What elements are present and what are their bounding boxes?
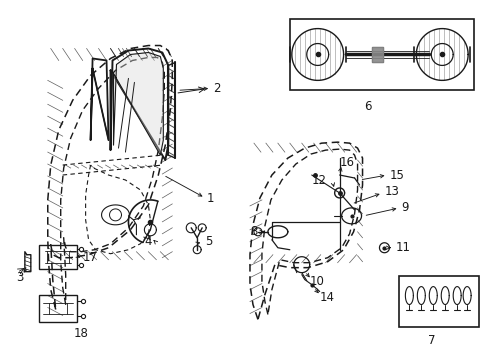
Text: 18: 18 xyxy=(73,328,88,341)
Polygon shape xyxy=(113,53,163,155)
Text: 8: 8 xyxy=(250,225,258,238)
Text: 2: 2 xyxy=(213,82,220,95)
Text: 7: 7 xyxy=(427,334,434,347)
Text: 3: 3 xyxy=(16,271,23,284)
Text: 14: 14 xyxy=(319,291,334,304)
Text: 6: 6 xyxy=(363,100,370,113)
Polygon shape xyxy=(371,46,383,62)
Bar xyxy=(399,276,478,328)
Bar xyxy=(39,245,77,269)
Text: 16: 16 xyxy=(339,156,354,168)
Text: 1: 1 xyxy=(207,193,214,206)
Text: 10: 10 xyxy=(309,275,324,288)
Text: 5: 5 xyxy=(205,235,212,248)
Bar xyxy=(39,294,77,323)
Text: 9: 9 xyxy=(401,201,408,215)
Text: 17: 17 xyxy=(82,251,98,264)
Text: 13: 13 xyxy=(384,185,399,198)
Text: 11: 11 xyxy=(395,241,409,254)
Text: 12: 12 xyxy=(311,174,326,186)
Bar xyxy=(289,19,473,90)
Text: 15: 15 xyxy=(388,168,404,181)
Text: 4: 4 xyxy=(144,235,152,248)
